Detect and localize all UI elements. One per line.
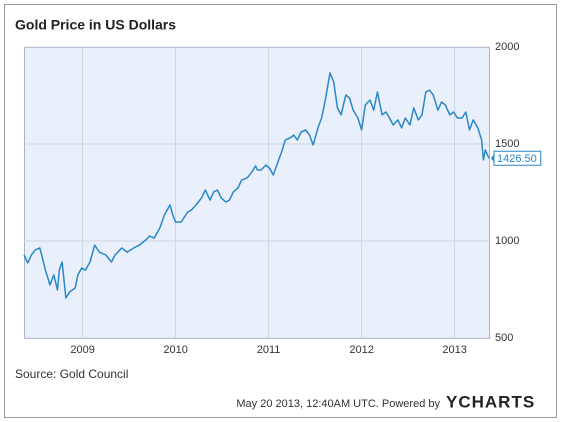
plot-area: [24, 47, 490, 339]
y-tick-label: 2000: [495, 41, 519, 53]
last-value-label: 1426.50: [491, 150, 542, 166]
x-tick-label: 2010: [163, 344, 187, 356]
x-tick-label: 2011: [257, 344, 281, 356]
price-line: [23, 72, 490, 299]
y-tick-label: 1000: [495, 235, 519, 247]
label-pointer: [491, 154, 494, 163]
grid: [24, 46, 489, 339]
x-tick-label: 2013: [442, 344, 466, 356]
y-tick-label: 500: [495, 332, 513, 344]
data-label: 1426.50: [497, 153, 537, 165]
x-tick-label: 2009: [70, 344, 94, 356]
chart-title: Gold Price in US Dollars: [15, 17, 176, 33]
footer-note: May 20 2013, 12:40AM UTC. Powered by: [236, 398, 440, 410]
marks: [23, 72, 490, 299]
x-tick-label: 2012: [349, 344, 373, 356]
source: Source: Gold Council: [15, 367, 128, 381]
y-tick-label: 1500: [495, 138, 519, 150]
brand: YCHARTS: [446, 392, 535, 411]
